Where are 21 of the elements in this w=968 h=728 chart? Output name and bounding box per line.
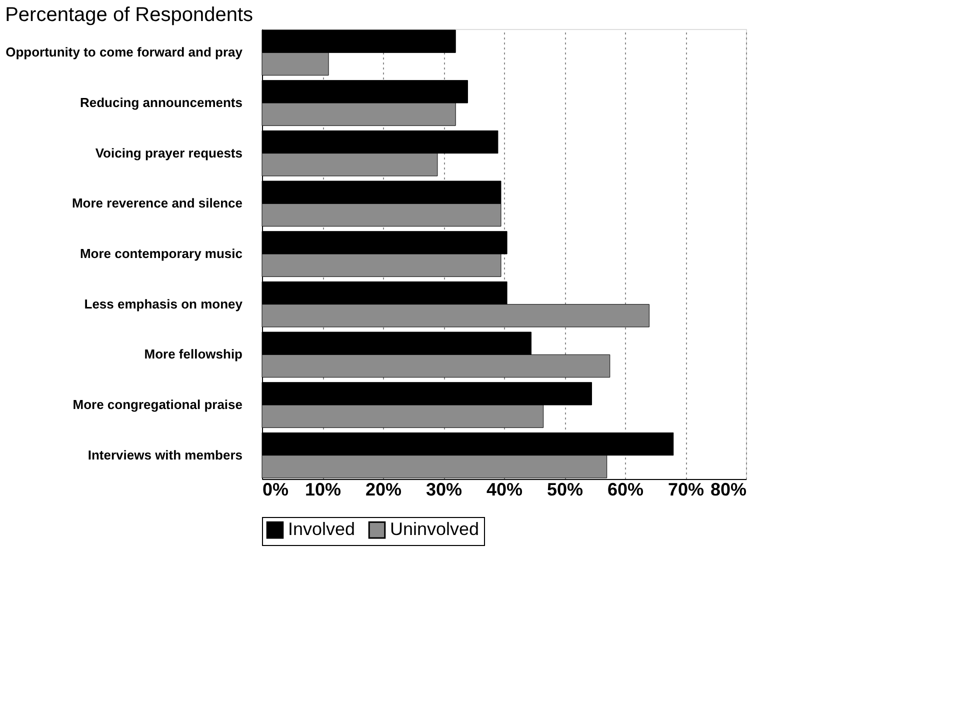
legend-label: Involved [288, 519, 356, 540]
x-tick-label: 80% [710, 480, 746, 500]
y-tick-label: Interviews with members [88, 447, 242, 462]
x-tick-label: 70% [668, 480, 704, 500]
x-tick-label: 30% [426, 480, 462, 500]
x-tick-label: 10% [304, 480, 342, 500]
y-tick-label: More congregational praise [72, 397, 242, 412]
y-tick-label: Voicing prayer requests [95, 145, 242, 160]
y-tick-label: More contemporary music [80, 246, 242, 261]
y-tick-label: More fellowship [144, 346, 243, 362]
legend-label: Uninvolved [390, 519, 480, 540]
x-tick-label: 50% [546, 480, 584, 500]
y-tick-label: Reducing announcements [80, 94, 242, 110]
x-tick-label: 0% [262, 480, 289, 500]
y-tick-label: Less emphasis on money [84, 296, 244, 312]
chart-title: Percentage of Respondents [5, 4, 254, 26]
y-tick-label: Opportunity to come forward and pray [6, 44, 244, 60]
y-tick-label: More reverence and silence [72, 196, 242, 211]
x-tick-label: 60% [607, 480, 644, 500]
x-tick-label: 20% [365, 480, 402, 500]
x-tick-label: 40% [486, 480, 523, 500]
